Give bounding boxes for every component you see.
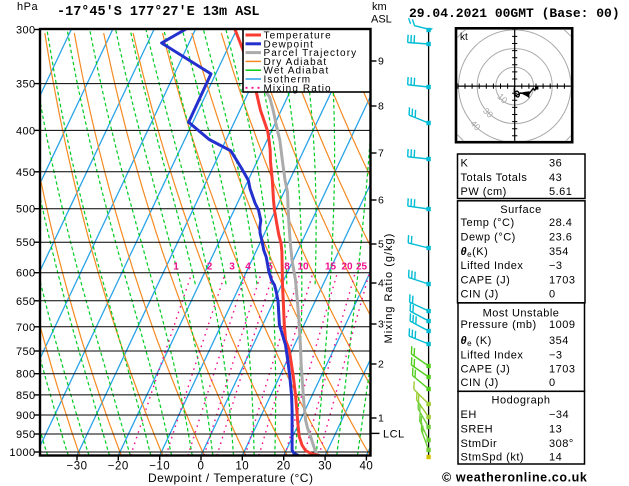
svg-text:8: 8 [284, 262, 290, 273]
svg-text:hPa: hPa [17, 1, 38, 13]
svg-text:0: 0 [549, 377, 556, 389]
svg-text:15: 15 [325, 262, 337, 273]
svg-text:Surface: Surface [500, 204, 541, 216]
svg-text:Temp (°C): Temp (°C) [461, 217, 515, 229]
svg-text:3: 3 [229, 262, 235, 273]
svg-text:Dry Adiabat: Dry Adiabat [264, 57, 328, 68]
svg-text:400: 400 [16, 125, 36, 137]
svg-text:10: 10 [297, 262, 309, 273]
svg-text:450: 450 [16, 167, 36, 179]
svg-text:Temperature: Temperature [264, 31, 332, 42]
svg-text:20: 20 [277, 461, 291, 473]
svg-text:25: 25 [356, 262, 368, 273]
svg-text:3: 3 [378, 319, 384, 331]
svg-text:kt: kt [460, 32, 468, 43]
svg-text:SREH: SREH [461, 423, 494, 435]
svg-text:K: K [461, 158, 469, 170]
svg-text:0: 0 [198, 461, 205, 473]
svg-text:−10: −10 [149, 461, 170, 473]
svg-text:900: 900 [16, 410, 36, 422]
svg-text:ASL: ASL [371, 14, 392, 26]
svg-text:850: 850 [16, 390, 36, 402]
svg-text:1000: 1000 [9, 447, 35, 459]
svg-text:6: 6 [378, 195, 384, 207]
svg-text:650: 650 [16, 296, 36, 308]
svg-text:−34: −34 [549, 409, 569, 421]
svg-text:30: 30 [318, 461, 332, 473]
svg-text:−3: −3 [549, 260, 563, 272]
svg-text:7: 7 [378, 148, 384, 160]
svg-text:−3: −3 [549, 349, 563, 361]
svg-text:PW (cm): PW (cm) [461, 186, 507, 198]
svg-text:600: 600 [16, 268, 36, 280]
svg-text:Isotherm: Isotherm [264, 75, 312, 86]
svg-text:10: 10 [235, 461, 249, 473]
svg-text:500: 500 [16, 204, 36, 216]
svg-text:950: 950 [16, 429, 36, 441]
svg-text:Hodograph: Hodograph [492, 395, 551, 407]
svg-text:20: 20 [341, 262, 353, 273]
svg-text:θe (K): θe (K) [461, 335, 492, 348]
svg-text:28.4: 28.4 [549, 217, 572, 229]
svg-text:Wet Adiabat: Wet Adiabat [264, 66, 330, 77]
svg-text:36: 36 [549, 158, 562, 170]
svg-text:750: 750 [16, 346, 36, 358]
svg-text:29.04.2021 00GMT (Base: 00): 29.04.2021 00GMT (Base: 00) [409, 6, 620, 21]
svg-text:km: km [372, 1, 387, 13]
svg-text:CIN (J): CIN (J) [461, 289, 499, 301]
svg-text:308°: 308° [549, 438, 574, 450]
svg-text:Lifted Index: Lifted Index [461, 349, 524, 361]
svg-text:800: 800 [16, 369, 36, 381]
svg-text:5: 5 [267, 262, 273, 273]
svg-text:−20: −20 [108, 461, 129, 473]
svg-text:Mixing Ratio (g/kg): Mixing Ratio (g/kg) [383, 233, 395, 344]
svg-text:1: 1 [378, 413, 384, 425]
svg-text:13: 13 [549, 423, 562, 435]
svg-text:CAPE (J): CAPE (J) [461, 364, 511, 376]
svg-text:StmDir: StmDir [461, 438, 498, 450]
svg-text:Parcel Trajectory: Parcel Trajectory [264, 48, 358, 59]
svg-text:Totals Totals: Totals Totals [461, 172, 528, 184]
svg-text:23.6: 23.6 [549, 232, 572, 244]
svg-text:Dewp (°C): Dewp (°C) [461, 232, 516, 244]
svg-text:−30: −30 [66, 461, 87, 473]
svg-text:4: 4 [378, 278, 384, 290]
svg-text:Dewpoint: Dewpoint [264, 39, 315, 50]
svg-text:Most Unstable: Most Unstable [483, 307, 560, 319]
svg-text:5.61: 5.61 [549, 186, 572, 198]
svg-text:354: 354 [549, 246, 569, 258]
svg-text:8: 8 [378, 101, 384, 113]
svg-text:-17°45'S 177°27'E 13m ASL: -17°45'S 177°27'E 13m ASL [57, 5, 260, 20]
svg-text:Dewpoint / Temperature (°C): Dewpoint / Temperature (°C) [148, 471, 313, 485]
svg-text:700: 700 [16, 322, 36, 334]
svg-text:5: 5 [378, 239, 384, 251]
svg-text:14: 14 [549, 452, 562, 464]
svg-text:2: 2 [207, 262, 213, 273]
svg-text:1703: 1703 [549, 364, 575, 376]
svg-text:4: 4 [245, 262, 251, 273]
svg-text:43: 43 [549, 172, 562, 184]
svg-text:0: 0 [549, 289, 556, 301]
svg-text:© weatheronline.co.uk: © weatheronline.co.uk [442, 471, 587, 485]
svg-text:40: 40 [360, 461, 374, 473]
svg-text:θe(K): θe(K) [461, 246, 489, 259]
svg-text:2: 2 [378, 359, 384, 371]
svg-text:Pressure (mb): Pressure (mb) [461, 319, 537, 331]
svg-text:EH: EH [461, 409, 477, 421]
svg-text:LCL: LCL [383, 428, 405, 440]
svg-text:354: 354 [549, 335, 569, 347]
svg-text:CAPE (J): CAPE (J) [461, 274, 511, 286]
svg-text:550: 550 [16, 237, 36, 249]
svg-text:Mixing Ratio: Mixing Ratio [264, 83, 332, 94]
svg-text:StmSpd (kt): StmSpd (kt) [461, 452, 525, 464]
svg-text:Lifted Index: Lifted Index [461, 260, 524, 272]
svg-text:CIN (J): CIN (J) [461, 377, 499, 389]
svg-text:300: 300 [16, 25, 36, 37]
svg-text:1: 1 [173, 262, 179, 273]
svg-text:350: 350 [16, 79, 36, 91]
svg-text:30: 30 [481, 106, 495, 120]
svg-text:9: 9 [378, 56, 384, 68]
svg-text:1009: 1009 [549, 319, 575, 331]
svg-text:1703: 1703 [549, 274, 575, 286]
